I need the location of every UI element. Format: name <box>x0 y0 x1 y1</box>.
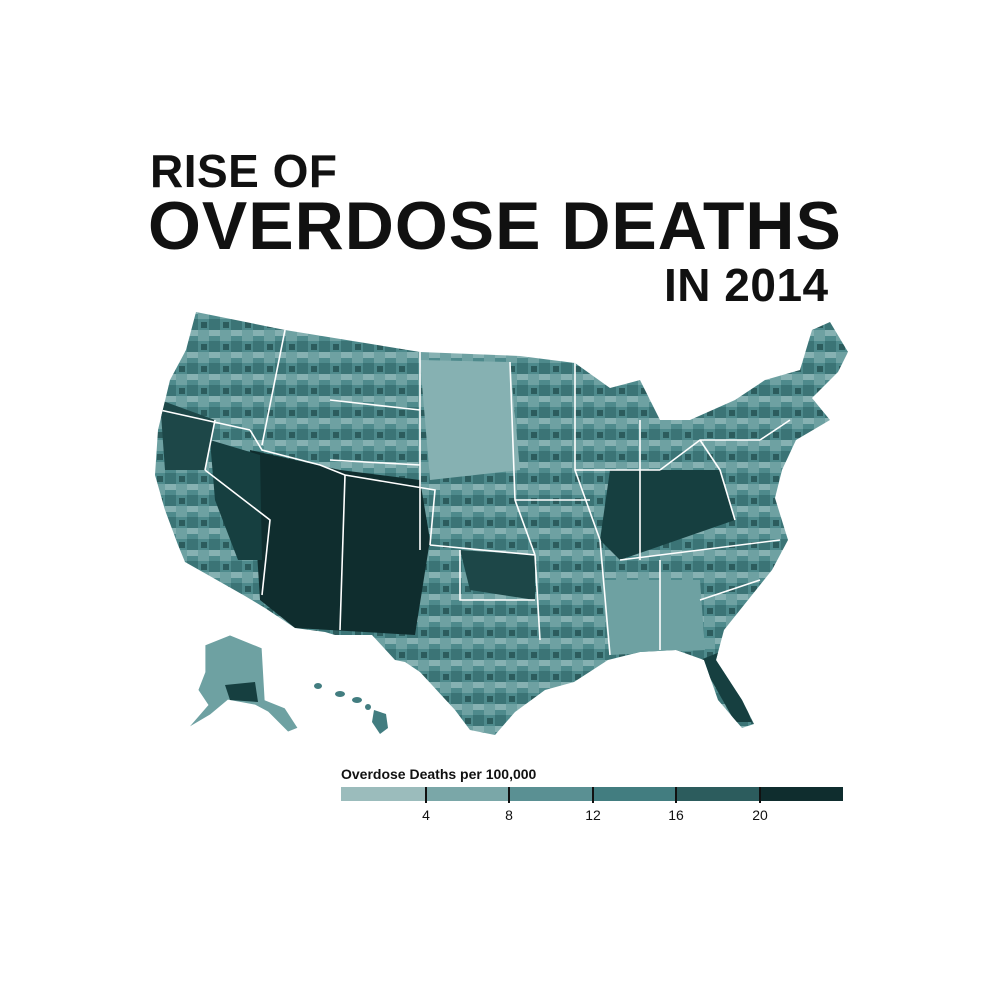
legend-swatch-4 <box>592 787 676 801</box>
legend-title: Overdose Deaths per 100,000 <box>341 766 537 782</box>
plains-light-region <box>420 360 520 480</box>
legend-swatch-3 <box>508 787 593 801</box>
legend-swatch-6 <box>759 787 844 801</box>
state-borders <box>159 329 791 656</box>
legend-label-4: 4 <box>422 807 430 823</box>
hawaii-islands <box>314 683 388 734</box>
map-legend: Overdose Deaths per 100,000 4 8 12 16 20 <box>341 766 844 826</box>
hawaii-island-1 <box>314 683 322 689</box>
state-border-lines <box>159 329 791 656</box>
title-line-2: OVERDOSE DEATHS <box>148 188 842 264</box>
contiguous-us <box>155 312 848 735</box>
legend-swatch-5 <box>675 787 760 801</box>
legend-tick-20 <box>759 787 761 803</box>
legend-tick-4 <box>425 787 427 803</box>
high-rate-regions <box>160 360 752 722</box>
southeast-light-region <box>600 580 705 655</box>
hawaii-island-2 <box>335 691 345 697</box>
florida-high-region <box>700 650 752 722</box>
legend-color-bar <box>341 787 844 801</box>
hawaii-island-4 <box>365 704 371 710</box>
legend-swatch-1 <box>341 787 425 801</box>
hawaii-island-big <box>372 710 388 734</box>
legend-swatch-2 <box>424 787 509 801</box>
oklahoma-high-region <box>460 550 535 600</box>
legend-tick-12 <box>592 787 594 803</box>
legend-tick-16 <box>675 787 677 803</box>
legend-label-16: 16 <box>668 807 684 823</box>
title-line-3: IN 2014 <box>664 259 829 311</box>
hawaii-island-3 <box>352 697 362 703</box>
appalachia-high-region <box>600 470 735 560</box>
nevada-high-region <box>210 440 262 560</box>
title-line-1: RISE OF <box>150 145 338 197</box>
southwest-high-region <box>250 450 430 635</box>
alaska-dark-area <box>225 682 258 702</box>
legend-label-8: 8 <box>505 807 513 823</box>
northwest-mid-region <box>160 400 215 470</box>
legend-tick-8 <box>508 787 510 803</box>
legend-label-20: 20 <box>752 807 768 823</box>
legend-label-12: 12 <box>585 807 601 823</box>
